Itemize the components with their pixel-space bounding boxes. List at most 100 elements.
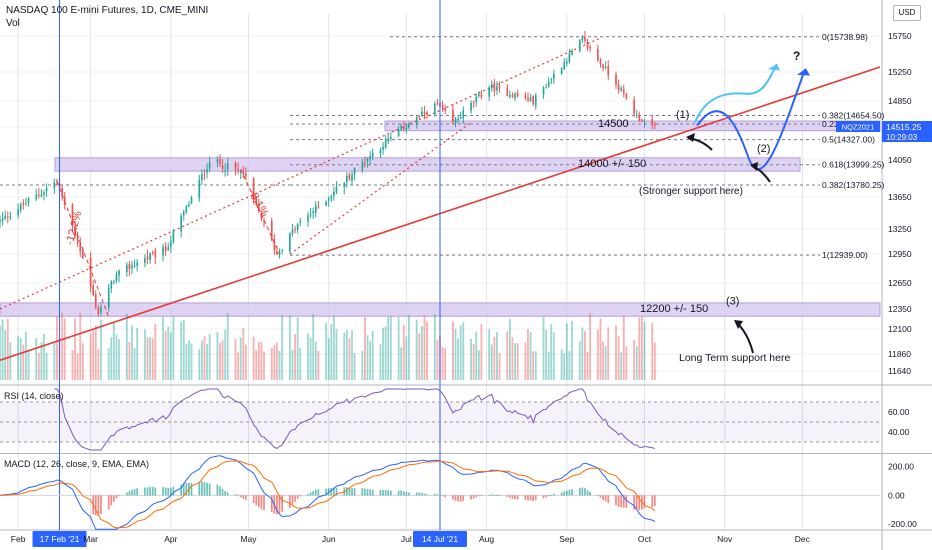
macd-histogram-bar (335, 487, 338, 496)
volume-bar (459, 325, 462, 380)
candle-body (498, 85, 501, 88)
macd-histogram-bar (307, 494, 309, 496)
macd-histogram-bar (439, 494, 441, 496)
candle-body (45, 188, 48, 192)
volume-bar (188, 340, 190, 380)
volume-bar (252, 336, 255, 380)
candle-body (599, 59, 602, 64)
candle-body (426, 112, 428, 115)
candle-body (131, 265, 133, 269)
candle-body (511, 95, 514, 97)
macd-histogram-bar (651, 495, 654, 508)
volume-bar (640, 316, 643, 380)
macd-histogram-bar (589, 492, 591, 496)
volume-bar (190, 343, 193, 380)
macd-histogram-bar (633, 495, 635, 510)
fib-level-label: 0.382(14654.50) (822, 111, 885, 121)
macd-histogram-bar (146, 487, 149, 496)
candle-body (477, 93, 480, 96)
macd-histogram-bar (477, 495, 480, 497)
fib-level-label: 0.5(14327.00) (822, 135, 875, 145)
macd-histogram-bar (190, 482, 193, 496)
candle-body (622, 89, 625, 94)
volume-bar (369, 340, 372, 380)
volume-bar (307, 333, 309, 380)
candle-body (415, 116, 418, 125)
candle-body (353, 168, 356, 175)
candle-body (317, 206, 320, 208)
volume-bar (224, 329, 227, 380)
volume-bar (180, 321, 183, 380)
time-tick-label: Dec (795, 534, 811, 544)
volume-bars (0, 312, 656, 380)
candle-body (563, 62, 566, 70)
candle-body (260, 212, 263, 220)
macd-histogram-bar (151, 486, 154, 496)
price-tick-label: 12350 (888, 304, 912, 314)
date-markers: 17 Feb '21 14 Jul '21 (32, 0, 467, 547)
candle-body (366, 158, 369, 162)
candle-body (532, 96, 535, 105)
volume-bar (97, 348, 100, 380)
candle-body (17, 209, 19, 216)
macd-histogram-bar (371, 489, 374, 496)
candle-body (325, 201, 327, 206)
volume-bar (221, 340, 224, 380)
volume-bar (568, 350, 571, 380)
candle-body (89, 257, 92, 288)
volume-bar (35, 337, 38, 380)
macd-histogram-bar (402, 491, 405, 496)
volume-bar (400, 347, 403, 380)
volume-bar (625, 346, 628, 380)
volume-bar (276, 342, 278, 380)
macd-histogram-bar (289, 495, 291, 508)
candle-body (6, 216, 9, 218)
price-tick-label: 11860 (888, 349, 911, 359)
candle-body (201, 174, 203, 181)
volume-bar (327, 338, 330, 380)
macd-title: MACD (12, 26, close, 9, EMA, EMA) (4, 459, 149, 469)
currency-button[interactable]: USD (893, 5, 921, 21)
macd-histogram-bar (291, 495, 294, 505)
volume-bar (371, 330, 374, 380)
candle-body (221, 165, 224, 170)
volume-bar (312, 314, 315, 380)
macd-histogram-bar (162, 487, 164, 496)
volume-bar (563, 353, 566, 380)
candle-body (617, 84, 620, 91)
volume-bar (167, 326, 170, 380)
volume-bar (185, 343, 188, 380)
macd-histogram-bar (364, 488, 366, 496)
macd-histogram-bar (309, 492, 312, 496)
volume-bar (291, 349, 294, 380)
candle-body (581, 37, 584, 41)
symbol-title[interactable]: NASDAQ 100 E-mini Futures, 1D, CME_MINI (6, 5, 209, 16)
candle-body (234, 162, 237, 170)
candle-body (343, 183, 346, 188)
macd-histogram-bar (415, 492, 418, 496)
annotation-1: (1) (676, 109, 689, 121)
volume-bar (172, 316, 175, 380)
fib-level-label: 1(12939.00) (822, 250, 868, 260)
macd-histogram-bar (317, 489, 320, 496)
macd-histogram-bar (180, 484, 183, 496)
volume-bar (457, 338, 460, 380)
macd-histogram-bar (257, 495, 260, 508)
volume-bar (493, 336, 496, 380)
volume-bar (107, 348, 110, 380)
candle-body (169, 240, 172, 247)
candle-body (568, 53, 571, 62)
macd-histogram-bar (584, 488, 586, 496)
macd-histogram-bar (421, 492, 423, 496)
volume-bar (335, 329, 338, 380)
volume-bar (22, 344, 25, 380)
candle-body (255, 198, 258, 204)
macd-histogram-bar (454, 495, 457, 501)
price-axis: 1575015250148501450014050136501325012950… (836, 31, 932, 376)
candle-body (37, 194, 40, 196)
volume-bar (581, 327, 584, 380)
candle-body (387, 138, 390, 142)
candle-body (651, 119, 654, 124)
